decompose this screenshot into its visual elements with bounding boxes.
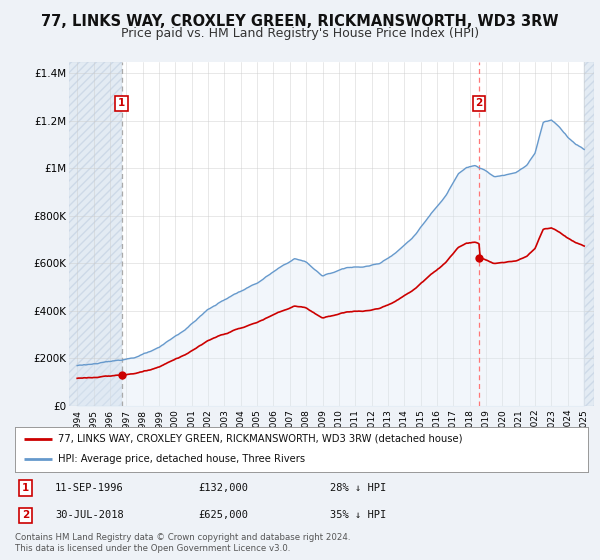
Bar [584, 62, 594, 406]
Text: Price paid vs. HM Land Registry's House Price Index (HPI): Price paid vs. HM Land Registry's House … [121, 27, 479, 40]
Text: 11-SEP-1996: 11-SEP-1996 [55, 483, 124, 493]
Text: 77, LINKS WAY, CROXLEY GREEN, RICKMANSWORTH, WD3 3RW: 77, LINKS WAY, CROXLEY GREEN, RICKMANSWO… [41, 14, 559, 29]
Bar [69, 62, 122, 406]
Text: 28% ↓ HPI: 28% ↓ HPI [330, 483, 386, 493]
Text: £132,000: £132,000 [199, 483, 248, 493]
Text: 2: 2 [476, 99, 483, 109]
Text: Contains HM Land Registry data © Crown copyright and database right 2024.
This d: Contains HM Land Registry data © Crown c… [15, 533, 350, 553]
Text: 2: 2 [22, 511, 29, 520]
Text: £625,000: £625,000 [199, 511, 248, 520]
Text: 1: 1 [118, 99, 125, 109]
Text: 1: 1 [22, 483, 29, 493]
Text: 35% ↓ HPI: 35% ↓ HPI [330, 511, 386, 520]
Text: 77, LINKS WAY, CROXLEY GREEN, RICKMANSWORTH, WD3 3RW (detached house): 77, LINKS WAY, CROXLEY GREEN, RICKMANSWO… [58, 434, 463, 444]
Text: 30-JUL-2018: 30-JUL-2018 [55, 511, 124, 520]
Text: HPI: Average price, detached house, Three Rivers: HPI: Average price, detached house, Thre… [58, 454, 305, 464]
